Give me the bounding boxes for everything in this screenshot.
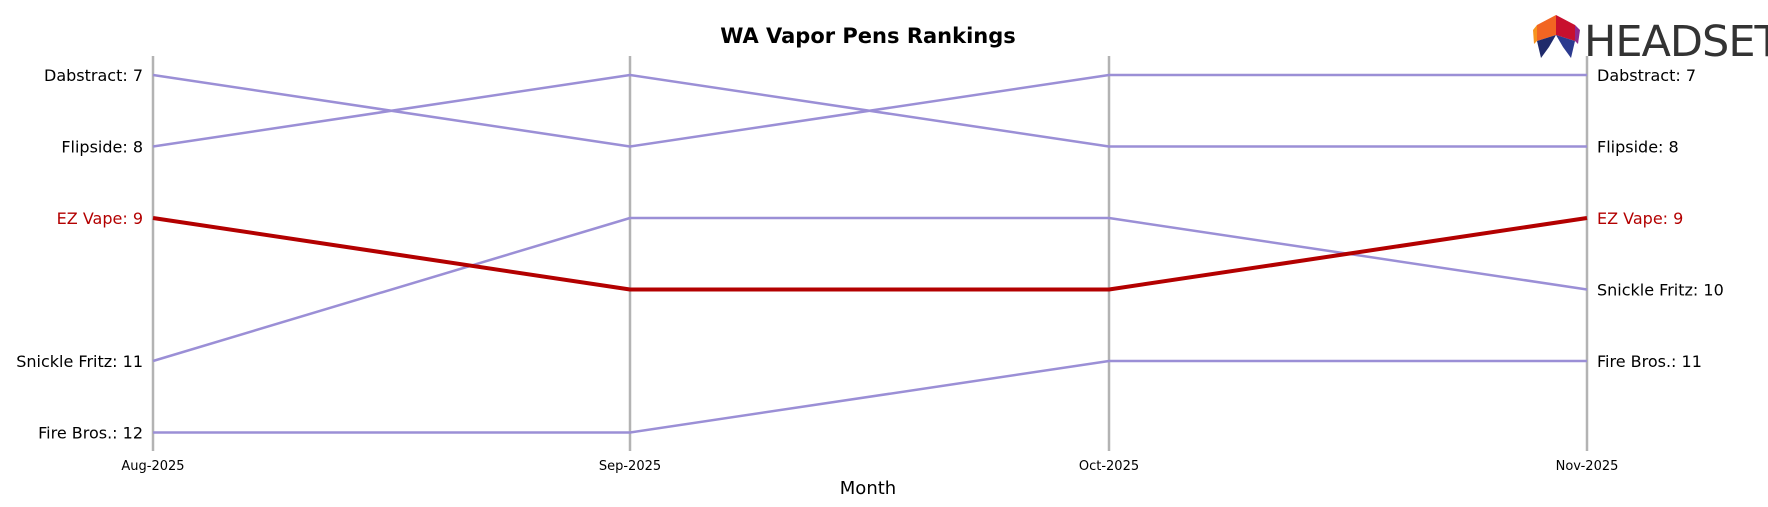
chart-title: WA Vapor Pens Rankings [720,24,1016,48]
headset-wordmark: HEADSET [1584,17,1768,67]
end-label-dabstract: Dabstract: 7 [1597,66,1696,85]
end-label-ez-vape: EZ Vape: 9 [1597,209,1683,228]
x-axis-ticks: Aug-2025 Sep-2025 Oct-2025 Nov-2025 [121,459,1618,474]
series-line-flipside [152,73,1587,148]
series-line-fire-bros [153,359,1587,434]
start-label-fire-bros: Fire Bros.: 12 [38,424,143,443]
end-label-flipside: Flipside: 8 [1597,138,1679,157]
x-axis-label: Month [840,478,896,499]
x-tick-label: Nov-2025 [1556,459,1619,474]
start-label-ez-vape: EZ Vape: 9 [57,209,143,228]
end-rank-labels: Dabstract: 7 Flipside: 8 Snickle Fritz: 10… [1597,66,1724,371]
start-rank-labels: Dabstract: 7 Flipside: 8 Snickle Fritz: 11… [16,66,143,443]
series-line-ez-vape [152,216,1588,292]
x-tick-label: Sep-2025 [599,459,661,474]
end-label-snickle-fritz: Snickle Fritz: 10 [1597,281,1724,300]
month-gridlines [151,56,1589,451]
x-tick-label: Aug-2025 [121,459,184,474]
start-label-snickle-fritz: Snickle Fritz: 11 [16,352,143,371]
x-tick-label: Oct-2025 [1079,459,1139,474]
headset-logo: HEADSET [1533,15,1768,67]
end-label-fire-bros: Fire Bros.: 11 [1597,352,1702,371]
headset-logo-icon [1533,15,1580,58]
start-label-dabstract: Dabstract: 7 [44,66,143,85]
series-lines [152,73,1588,434]
start-label-flipside: Flipside: 8 [61,138,143,157]
